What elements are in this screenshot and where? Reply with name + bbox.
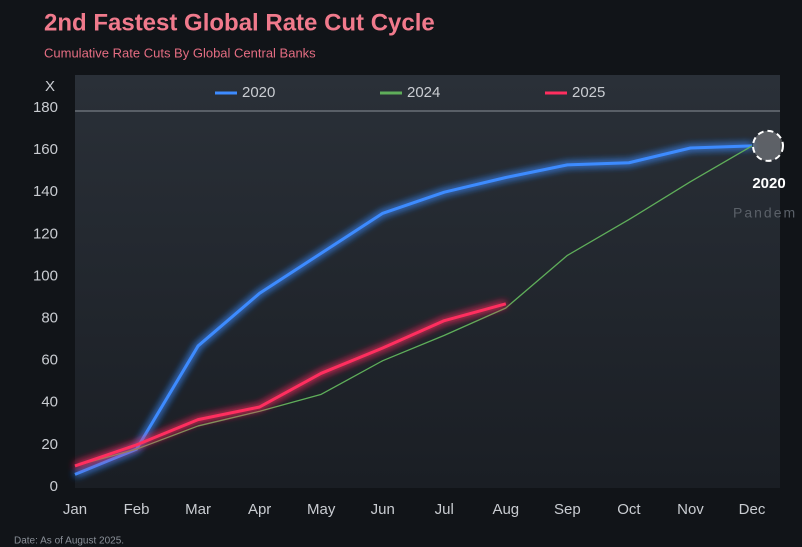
x-tick-label: Apr bbox=[248, 501, 271, 518]
chart-title: 2nd Fastest Global Rate Cut Cycle bbox=[44, 9, 435, 36]
y-tick-label: 40 bbox=[41, 394, 58, 411]
series-line bbox=[74, 302, 507, 468]
y-tick-label: 120 bbox=[33, 225, 58, 242]
x-tick-label: Aug bbox=[492, 501, 519, 518]
x-tick-label: Jan bbox=[63, 501, 87, 518]
y-tick-label: 140 bbox=[33, 183, 58, 200]
y-tick-label: 180 bbox=[33, 99, 58, 116]
annotation: 2020 bbox=[752, 175, 785, 192]
x-tick-label: Oct bbox=[617, 501, 641, 518]
x-tick-label: Jun bbox=[371, 501, 395, 518]
x-tick-label: Dec bbox=[739, 501, 766, 518]
plot-area bbox=[75, 75, 780, 488]
legend-label: 2020 bbox=[242, 84, 275, 101]
x-tick-label: Mar bbox=[185, 501, 211, 518]
y-tick-label: 100 bbox=[33, 267, 58, 284]
legend-label: 2024 bbox=[407, 84, 440, 101]
x-tick-label: Jul bbox=[435, 501, 454, 518]
y-axis-label: X bbox=[45, 78, 55, 95]
footnote: Date: As of August 2025. bbox=[14, 536, 124, 547]
x-tick-label: Feb bbox=[124, 501, 150, 518]
x-tick-label: Nov bbox=[677, 501, 704, 518]
chart-subtitle: Cumulative Rate Cuts By Global Central B… bbox=[44, 45, 316, 60]
y-tick-label: 80 bbox=[41, 310, 58, 327]
y-tick-label: 160 bbox=[33, 141, 58, 158]
end-marker bbox=[752, 129, 784, 162]
annotation: Pandem bbox=[733, 205, 797, 221]
y-tick-label: 20 bbox=[41, 436, 58, 453]
x-tick-label: Sep bbox=[554, 501, 581, 518]
y-tick-label: 60 bbox=[41, 352, 58, 369]
legend-label: 2025 bbox=[572, 84, 605, 101]
series-line bbox=[74, 144, 753, 476]
series-line bbox=[74, 145, 753, 467]
y-tick-label: 0 bbox=[50, 478, 58, 495]
x-tick-label: May bbox=[307, 501, 336, 518]
